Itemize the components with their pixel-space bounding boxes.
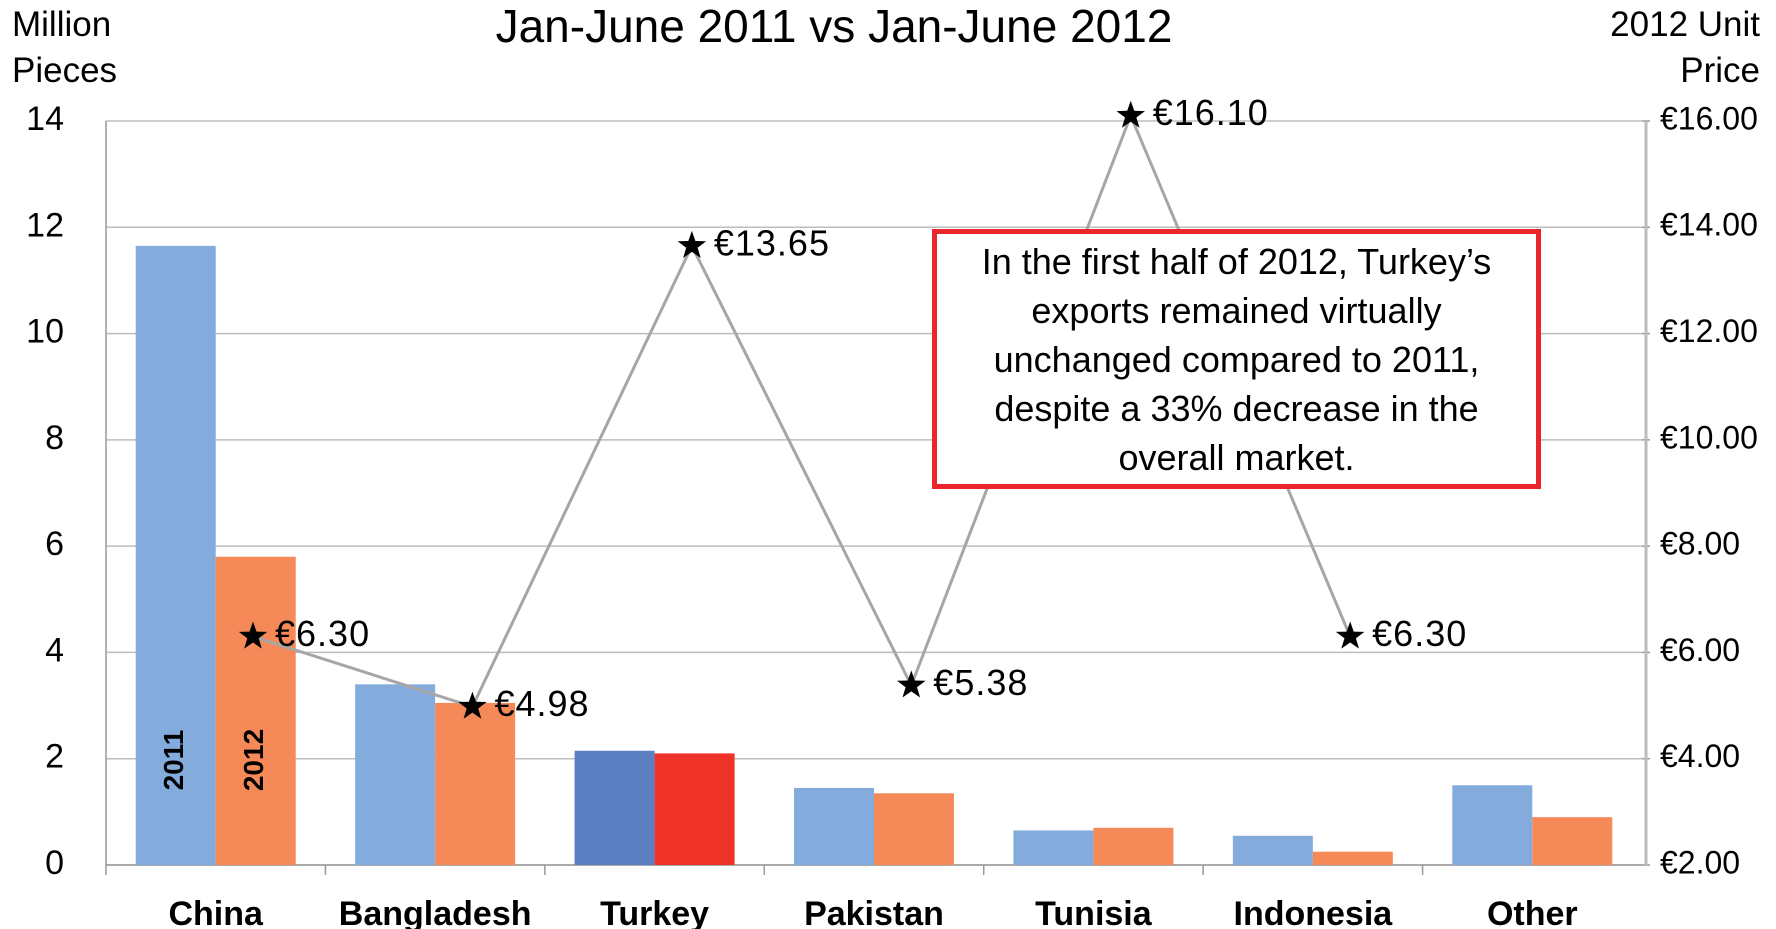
price-label: €5.38	[933, 662, 1028, 703]
price-label: €13.65	[714, 222, 830, 263]
price-label: €4.98	[494, 683, 589, 724]
y-tick-label: 0	[45, 844, 64, 882]
series-label: 2012	[238, 729, 269, 791]
price-line	[252, 111, 1352, 709]
bar	[355, 684, 436, 865]
y2-tick-label: €4.00	[1660, 738, 1740, 774]
bar	[874, 793, 954, 865]
bar	[1532, 817, 1613, 865]
bar	[1232, 835, 1313, 865]
price-marker	[897, 670, 926, 698]
y2-tick-label: €6.00	[1660, 632, 1740, 668]
y2-tick-label: €12.00	[1660, 313, 1758, 349]
y2-tick-label: €2.00	[1660, 844, 1740, 880]
y-tick-label: 8	[45, 419, 64, 457]
price-label: €6.30	[275, 613, 370, 654]
price-marker	[677, 230, 707, 258]
bar	[794, 787, 874, 865]
price-marker	[238, 621, 268, 649]
y-tick-label: 10	[26, 313, 64, 351]
y-axis-label: Million Pieces	[12, 5, 118, 90]
chart-title: Jan-June 2011 vs Jan-June 2012	[496, 0, 1173, 52]
price-marker	[1335, 621, 1365, 649]
bar	[435, 702, 516, 865]
bar	[135, 245, 216, 865]
x-tick-label: China	[168, 895, 264, 929]
y-tick-label: 6	[45, 525, 64, 563]
bar	[574, 750, 655, 865]
x-tick-label: Tunisia	[1035, 895, 1153, 929]
y-tick-label: 4	[45, 631, 64, 669]
price-marker	[1116, 100, 1145, 128]
bar	[1312, 851, 1393, 865]
y-tick-label: 2	[45, 738, 64, 776]
y2-tick-label: €14.00	[1660, 207, 1758, 243]
bar	[1013, 830, 1094, 865]
bar	[1093, 827, 1174, 865]
y-tick-label: 14	[26, 100, 64, 138]
x-tick-label: Pakistan	[804, 895, 944, 929]
price-label: €6.30	[1372, 613, 1467, 654]
x-tick-label: Other	[1487, 895, 1578, 929]
bar	[215, 556, 296, 865]
y-tick-label: 12	[26, 206, 64, 244]
bar	[654, 753, 735, 865]
x-tick-label: Bangladesh	[339, 895, 532, 929]
y2-axis-label: 2012 Unit Price	[1610, 5, 1760, 90]
y2-tick-label: €16.00	[1660, 100, 1758, 136]
bar	[1452, 785, 1533, 865]
price-label: €16.10	[1153, 92, 1269, 133]
y2-tick-label: €10.00	[1660, 419, 1758, 455]
x-tick-label: Turkey	[600, 895, 709, 929]
series-label: 2011	[158, 730, 189, 791]
y2-tick-label: €8.00	[1660, 526, 1740, 562]
annotation: In the first half of 2012, Turkey’s expo…	[932, 229, 1541, 489]
x-tick-label: Indonesia	[1234, 895, 1394, 929]
price-marker	[458, 691, 487, 719]
